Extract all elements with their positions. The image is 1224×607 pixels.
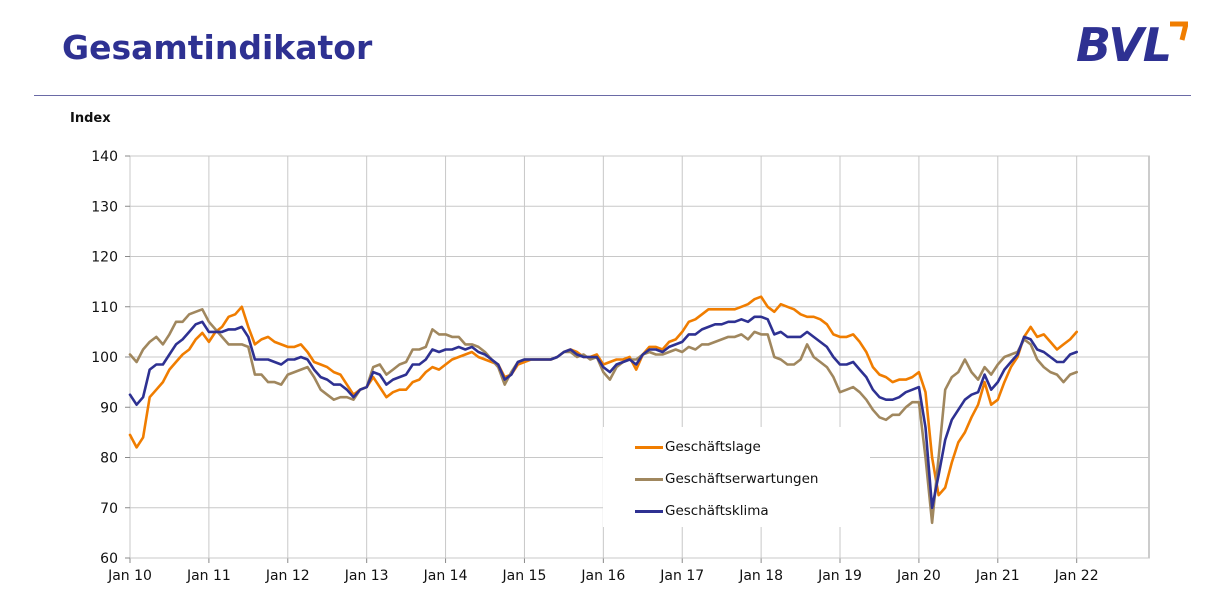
y-tick-label: 60 — [100, 551, 118, 567]
legend-item-geschaeftslage: Geschäftslage — [635, 437, 761, 457]
legend-swatch — [635, 509, 663, 513]
page-title: Gesamtindikator — [62, 28, 373, 67]
x-tick-label: Jan 13 — [344, 568, 389, 584]
y-tick-label: 130 — [91, 199, 118, 215]
x-tick-label: Jan 19 — [817, 568, 862, 584]
y-axis-label: Index — [70, 111, 111, 126]
series-line-geschaeftslage — [128, 295, 1078, 497]
legend: Geschäftslage Geschäftserwartungen Gesch… — [603, 427, 870, 527]
y-tick-label: 90 — [100, 400, 118, 416]
x-tick-label: Jan 11 — [186, 568, 231, 584]
y-tick-label: 100 — [91, 350, 118, 366]
y-tick-label: 80 — [100, 451, 118, 467]
x-tick-label: Jan 16 — [580, 568, 625, 584]
x-tick-label: Jan 22 — [1054, 568, 1099, 584]
legend-item-geschaeftserwartungen: Geschäftserwartungen — [635, 469, 818, 489]
legend-swatch — [635, 445, 663, 449]
y-tick-label: 120 — [91, 250, 118, 266]
x-tick-label: Jan 15 — [502, 568, 547, 584]
y-tick-label: 110 — [91, 300, 118, 316]
x-tick-label: Jan 21 — [975, 568, 1020, 584]
header-divider — [34, 95, 1191, 96]
series-line-geschaeftsklima — [128, 315, 1078, 510]
legend-label: Geschäftserwartungen — [665, 471, 819, 487]
series-layer — [128, 295, 1078, 525]
legend-label: Geschäftslage — [665, 439, 761, 455]
x-tick-labels: Jan 10 Jan 11 Jan 12 Jan 13 Jan 14 Jan 15 Jan … — [107, 568, 1099, 584]
y-tick-label: 70 — [100, 501, 118, 517]
logo-text: BVL — [1076, 18, 1172, 72]
x-tick-label: Jan 20 — [896, 568, 941, 584]
legend-swatch — [635, 477, 663, 481]
y-tick-label: 140 — [91, 149, 118, 165]
legend-label: Geschäftsklima — [665, 503, 769, 519]
y-tick-labels: 60 70 80 90 100 110 120 130 140 — [91, 149, 118, 567]
x-tick-label: Jan 10 — [107, 568, 152, 584]
logo-accent-icon — [1170, 21, 1188, 41]
x-tick-label: Jan 17 — [659, 568, 704, 584]
series-line-geschaeftserwartungen — [128, 308, 1078, 525]
legend-item-geschaeftsklima: Geschäftsklima — [635, 501, 769, 521]
bvl-logo: BVL — [1076, 14, 1188, 72]
x-tick-label: Jan 18 — [738, 568, 783, 584]
x-tick-label: Jan 14 — [423, 568, 468, 584]
x-tick-label: Jan 12 — [265, 568, 310, 584]
